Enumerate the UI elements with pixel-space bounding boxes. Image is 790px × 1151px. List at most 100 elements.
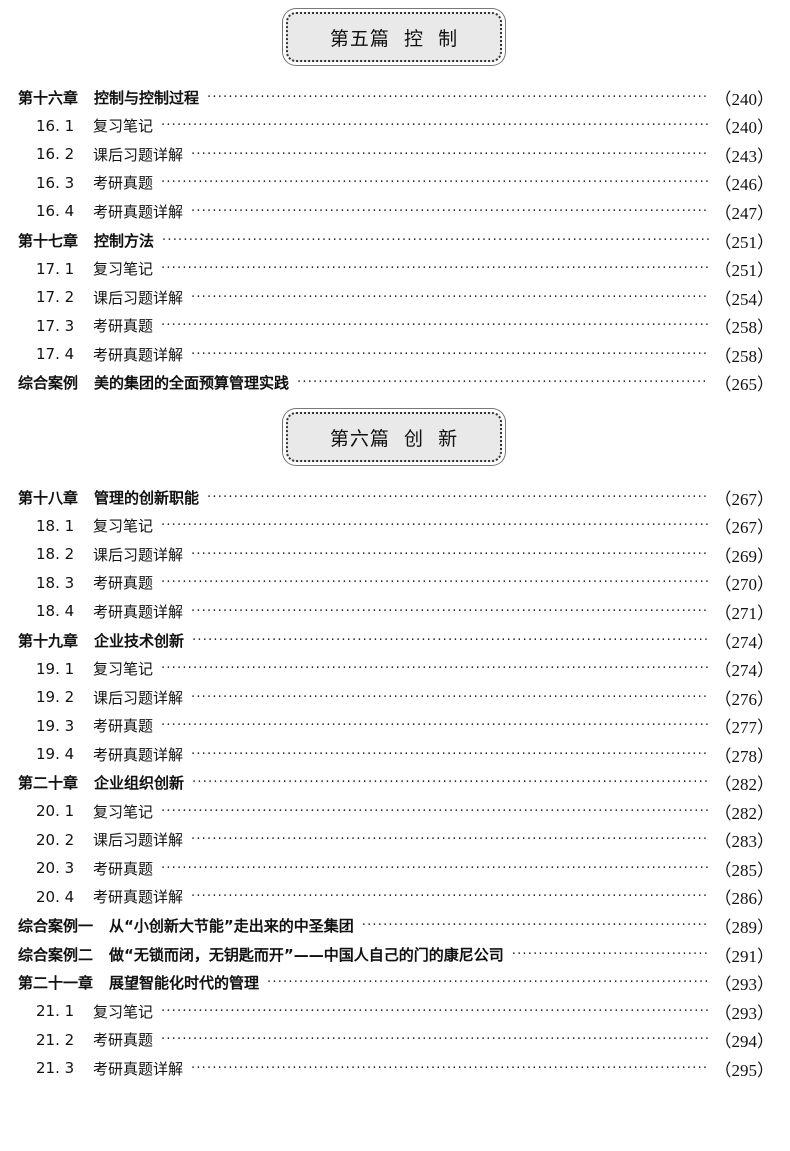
dot-leader: ········································… [511,946,709,962]
dot-leader: ········································… [191,146,709,162]
page-number: （283） [714,832,775,852]
toc-chapter-entry[interactable]: 第二十一章 展望智能化时代的管理 ·························… [18,968,774,997]
page-number: （247） [714,203,775,223]
entry-number: 17. 2 [36,288,75,307]
entry-number: 21. 1 [36,1002,75,1021]
page-number: （267） [714,489,775,509]
page-number: （274） [714,632,775,652]
toc-section-entry[interactable]: 21. 2 考研真题 ·······························… [18,1025,774,1054]
entry-number: 20. 3 [36,859,75,878]
entry-number: 综合案例 [18,374,79,393]
toc-section-entry[interactable]: 16. 4 考研真题详解 ·····························… [18,197,774,226]
dot-leader: ········································… [191,203,709,219]
page-number: （286） [714,889,775,909]
toc-chapter-entry[interactable]: 第十六章 控制与控制过程 ·····························… [18,83,774,112]
entry-title: 美的集团的全面预算管理实践 [94,374,290,393]
dot-leader: ········································… [207,89,709,105]
part-banner-5: 第五篇 控 制 [286,12,502,62]
dot-leader: ········································… [361,917,709,933]
dot-leader: ········································… [161,1032,708,1048]
entry-title: 展望智能化时代的管理 [109,974,260,993]
entry-number: 16. 4 [36,202,75,221]
entry-number: 18. 1 [36,516,75,535]
toc-section-entry[interactable]: 19. 4 考研真题详解 ·····························… [18,740,774,769]
page-number: （276） [714,689,775,709]
entry-number: 17. 1 [36,259,75,278]
page-number: （240） [714,118,775,138]
entry-title: 复习笔记 [93,517,154,536]
page-number: （251） [714,232,775,252]
toc-section-entry[interactable]: 20. 2 课后习题详解 ·····························… [18,826,774,855]
page-number: （277） [714,718,775,738]
toc-section-entry[interactable]: 16. 1 复习笔记 ·······························… [18,112,774,141]
toc-chapter-entry[interactable]: 第十七章 控制方法 ································… [18,226,774,255]
toc-chapter-entry[interactable]: 综合案例二 做“无锁而闭，无钥匙而开”——中国人自己的门的康尼公司 ········… [18,940,774,969]
page-number: （265） [714,375,775,395]
toc-section-entry[interactable]: 18. 3 考研真题 ·······························… [18,569,774,598]
part-banner-6: 第六篇 创 新 [286,412,502,462]
toc-chapter-entry[interactable]: 综合案例一 从“小创新大节能”走出来的中圣集团 ··················… [18,911,774,940]
entry-number: 20. 1 [36,802,75,821]
dot-leader: ········································… [161,718,708,734]
page-number: （246） [714,175,775,195]
toc-section-entry[interactable]: 17. 4 考研真题详解 ·····························… [18,340,774,369]
dot-leader: ········································… [192,632,709,648]
toc-section-entry[interactable]: 19. 3 考研真题 ·······························… [18,711,774,740]
toc-chapter-entry[interactable]: 第十九章 企业技术创新 ······························… [18,626,774,655]
toc-chapter-entry[interactable]: 第十八章 管理的创新职能 ·····························… [18,483,774,512]
toc-section-entry[interactable]: 20. 4 考研真题详解 ·····························… [18,883,774,912]
toc-section-entry[interactable]: 18. 1 复习笔记 ·······························… [18,512,774,541]
toc-section-entry[interactable]: 17. 2 课后习题详解 ·····························… [18,283,774,312]
toc-chapter-entry[interactable]: 综合案例 美的集团的全面预算管理实践 ·······················… [18,368,774,397]
toc-section-entry[interactable]: 19. 2 课后习题详解 ·····························… [18,683,774,712]
dot-leader: ········································… [161,318,708,334]
entry-title: 考研真题 [93,717,154,736]
entry-title: 考研真题 [93,317,154,336]
toc-section-entry[interactable]: 16. 3 考研真题 ·······························… [18,169,774,198]
entry-title: 管理的创新职能 [94,488,200,507]
toc-list-part-6: 第十八章 管理的创新职能 ·····························… [18,483,774,1082]
entry-title: 复习笔记 [93,260,154,279]
page-number: （270） [714,575,775,595]
entry-number: 18. 3 [36,573,75,592]
entry-title: 企业组织创新 [94,774,185,793]
page-number: （267） [714,518,775,538]
dot-leader: ········································… [297,375,708,391]
dot-leader: ········································… [267,975,708,991]
dot-leader: ········································… [191,289,709,305]
entry-number: 第十七章 [18,231,79,250]
entry-title: 复习笔记 [93,802,154,821]
toc-section-entry[interactable]: 18. 4 考研真题详解 ·····························… [18,597,774,626]
page-number: （293） [714,1003,775,1023]
entry-number: 20. 4 [36,887,75,906]
part-title: 第六篇 创 新 [329,427,459,450]
entry-number: 第十九章 [18,631,79,650]
toc-chapter-entry[interactable]: 第二十章 企业组织创新 ······························… [18,768,774,797]
entry-number: 17. 4 [36,345,75,364]
entry-title: 考研真题详解 [93,602,184,621]
toc-section-entry[interactable]: 20. 1 复习笔记 ·······························… [18,797,774,826]
entry-title: 考研真题 [93,174,154,193]
toc-list-part-5: 第十六章 控制与控制过程 ·····························… [18,83,774,397]
toc-section-entry[interactable]: 17. 1 复习笔记 ·······························… [18,254,774,283]
dot-leader: ········································… [161,1003,708,1019]
toc-section-entry[interactable]: 17. 3 考研真题 ·······························… [18,311,774,340]
toc-section-entry[interactable]: 21. 3 考研真题详解 ·····························… [18,1054,774,1083]
toc-section-entry[interactable]: 18. 2 课后习题详解 ·····························… [18,540,774,569]
entry-number: 16. 1 [36,116,75,135]
dot-leader: ········································… [191,346,709,362]
entry-title: 从“小创新大节能”走出来的中圣集团 [109,916,354,935]
entry-title: 控制方法 [94,231,155,250]
entry-number: 18. 4 [36,602,75,621]
entry-title: 课后习题详解 [93,831,184,850]
entry-number: 16. 3 [36,173,75,192]
page-number: （289） [714,917,775,937]
entry-title: 复习笔记 [93,660,154,679]
entry-number: 第十六章 [18,88,79,107]
toc-section-entry[interactable]: 20. 3 考研真题 ·······························… [18,854,774,883]
toc-section-entry[interactable]: 21. 1 复习笔记 ·······························… [18,997,774,1026]
entry-number: 综合案例二 [18,945,94,964]
page-number: （240） [714,89,775,109]
toc-section-entry[interactable]: 19. 1 复习笔记 ·······························… [18,654,774,683]
toc-section-entry[interactable]: 16. 2 课后习题详解 ·····························… [18,140,774,169]
